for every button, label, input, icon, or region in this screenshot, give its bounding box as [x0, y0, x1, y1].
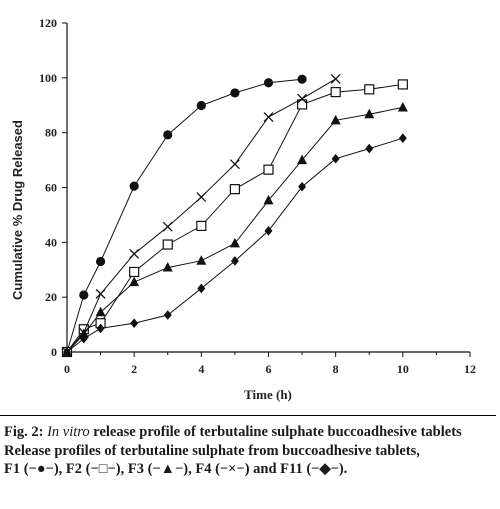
- f4-point: [330, 73, 341, 84]
- f1-point: [95, 256, 106, 267]
- f1-point: [163, 130, 173, 140]
- f11-point: [163, 310, 172, 320]
- y-tick-label: 20: [45, 290, 57, 304]
- f2-point: [162, 239, 173, 250]
- caption-title-line: Fig. 2: In vitro release profile of terb…: [4, 423, 496, 442]
- f4-point: [129, 248, 140, 259]
- f1-point: [129, 181, 139, 191]
- x-tick-label: 2: [131, 362, 137, 376]
- f2-point: [330, 86, 341, 98]
- f4-point: [229, 159, 240, 170]
- y-tick-label: 100: [39, 71, 57, 85]
- f11-point: [197, 283, 206, 294]
- f3-point: [129, 276, 140, 287]
- f3-point: [229, 237, 240, 248]
- f2-point: [129, 266, 140, 278]
- x-tick-label: 10: [397, 362, 409, 376]
- caption-title-text: release profile of terbutaline sulphate …: [93, 424, 462, 440]
- f3-point: [196, 255, 207, 265]
- chart-axes: 0 20 40 60 80 100 120 0 2 4 6 8 10 12: [39, 16, 476, 376]
- f3-point: [397, 101, 408, 112]
- f3-point: [364, 108, 375, 119]
- f2-point: [397, 79, 408, 90]
- caption-description-line: Release profiles of terbutaline sulphate…: [4, 442, 420, 459]
- caption-divider: [0, 415, 496, 416]
- f4-point: [78, 327, 89, 338]
- y-tick-label: 80: [45, 126, 57, 140]
- f11-point: [398, 133, 407, 143]
- f4-point: [196, 192, 207, 203]
- f11-line: [66, 137, 403, 353]
- f2-point: [296, 99, 308, 110]
- f4-point: [95, 288, 106, 299]
- f2-point: [364, 84, 375, 95]
- f1-point: [196, 100, 206, 111]
- y-tick-label: 40: [45, 235, 57, 249]
- f11-point: [365, 143, 374, 154]
- f11-point: [130, 318, 139, 329]
- x-tick-label: 6: [266, 362, 272, 376]
- f2-point: [263, 164, 274, 175]
- f4-line: [66, 78, 336, 353]
- f11-point: [331, 153, 340, 164]
- series-layer: [61, 73, 408, 358]
- y-tick-label: 0: [51, 345, 57, 359]
- f2-line: [66, 83, 403, 353]
- f1-point: [79, 290, 89, 300]
- f3-point: [263, 194, 274, 205]
- f11-point: [264, 226, 273, 236]
- f2-point: [229, 184, 241, 195]
- figure-caption: Fig. 2: In vitro release profile of terb…: [4, 423, 496, 479]
- caption-legend-line: F1 (−●−), F2 (−□−), F3 (−▲−), F4 (−×−) a…: [4, 461, 348, 477]
- y-axis-label: Cumulative % Drug Released: [10, 120, 25, 300]
- caption-in-vitro: In vitro: [47, 424, 90, 440]
- f3-line-group: [62, 101, 408, 356]
- f1-point: [263, 78, 274, 88]
- f11-point: [298, 181, 307, 192]
- f11-point: [230, 256, 239, 266]
- f3-point: [95, 306, 106, 317]
- f11-point: [63, 347, 71, 357]
- f3-point: [297, 154, 308, 165]
- y-tick-label: 120: [39, 16, 57, 30]
- f3-point: [162, 262, 173, 272]
- f3-line: [66, 106, 403, 353]
- f2-line-group: [61, 79, 408, 358]
- y-tick-label: 60: [45, 181, 57, 195]
- x-axis-label: Time (h): [244, 387, 292, 402]
- release-profile-chart: 0 20 40 60 80 100 120 0 2 4 6 8 10 12 Time (h) Cumula…: [10, 16, 476, 402]
- f1-point: [230, 88, 240, 98]
- f4-point: [263, 112, 274, 122]
- f4-point: [162, 221, 173, 232]
- x-tick-label: 12: [464, 362, 476, 376]
- x-tick-label: 0: [64, 362, 70, 376]
- f1-point: [297, 74, 307, 84]
- f11-point: [96, 323, 105, 334]
- f4-point: [297, 93, 308, 104]
- x-tick-label: 4: [198, 362, 204, 376]
- f11-line-group: [63, 133, 407, 357]
- f2-point: [196, 220, 207, 231]
- figure-number: Fig. 2:: [4, 424, 44, 440]
- f4-line-group: [62, 73, 341, 357]
- x-tick-label: 8: [333, 362, 339, 376]
- f3-point: [330, 114, 341, 125]
- f11-point: [79, 333, 88, 344]
